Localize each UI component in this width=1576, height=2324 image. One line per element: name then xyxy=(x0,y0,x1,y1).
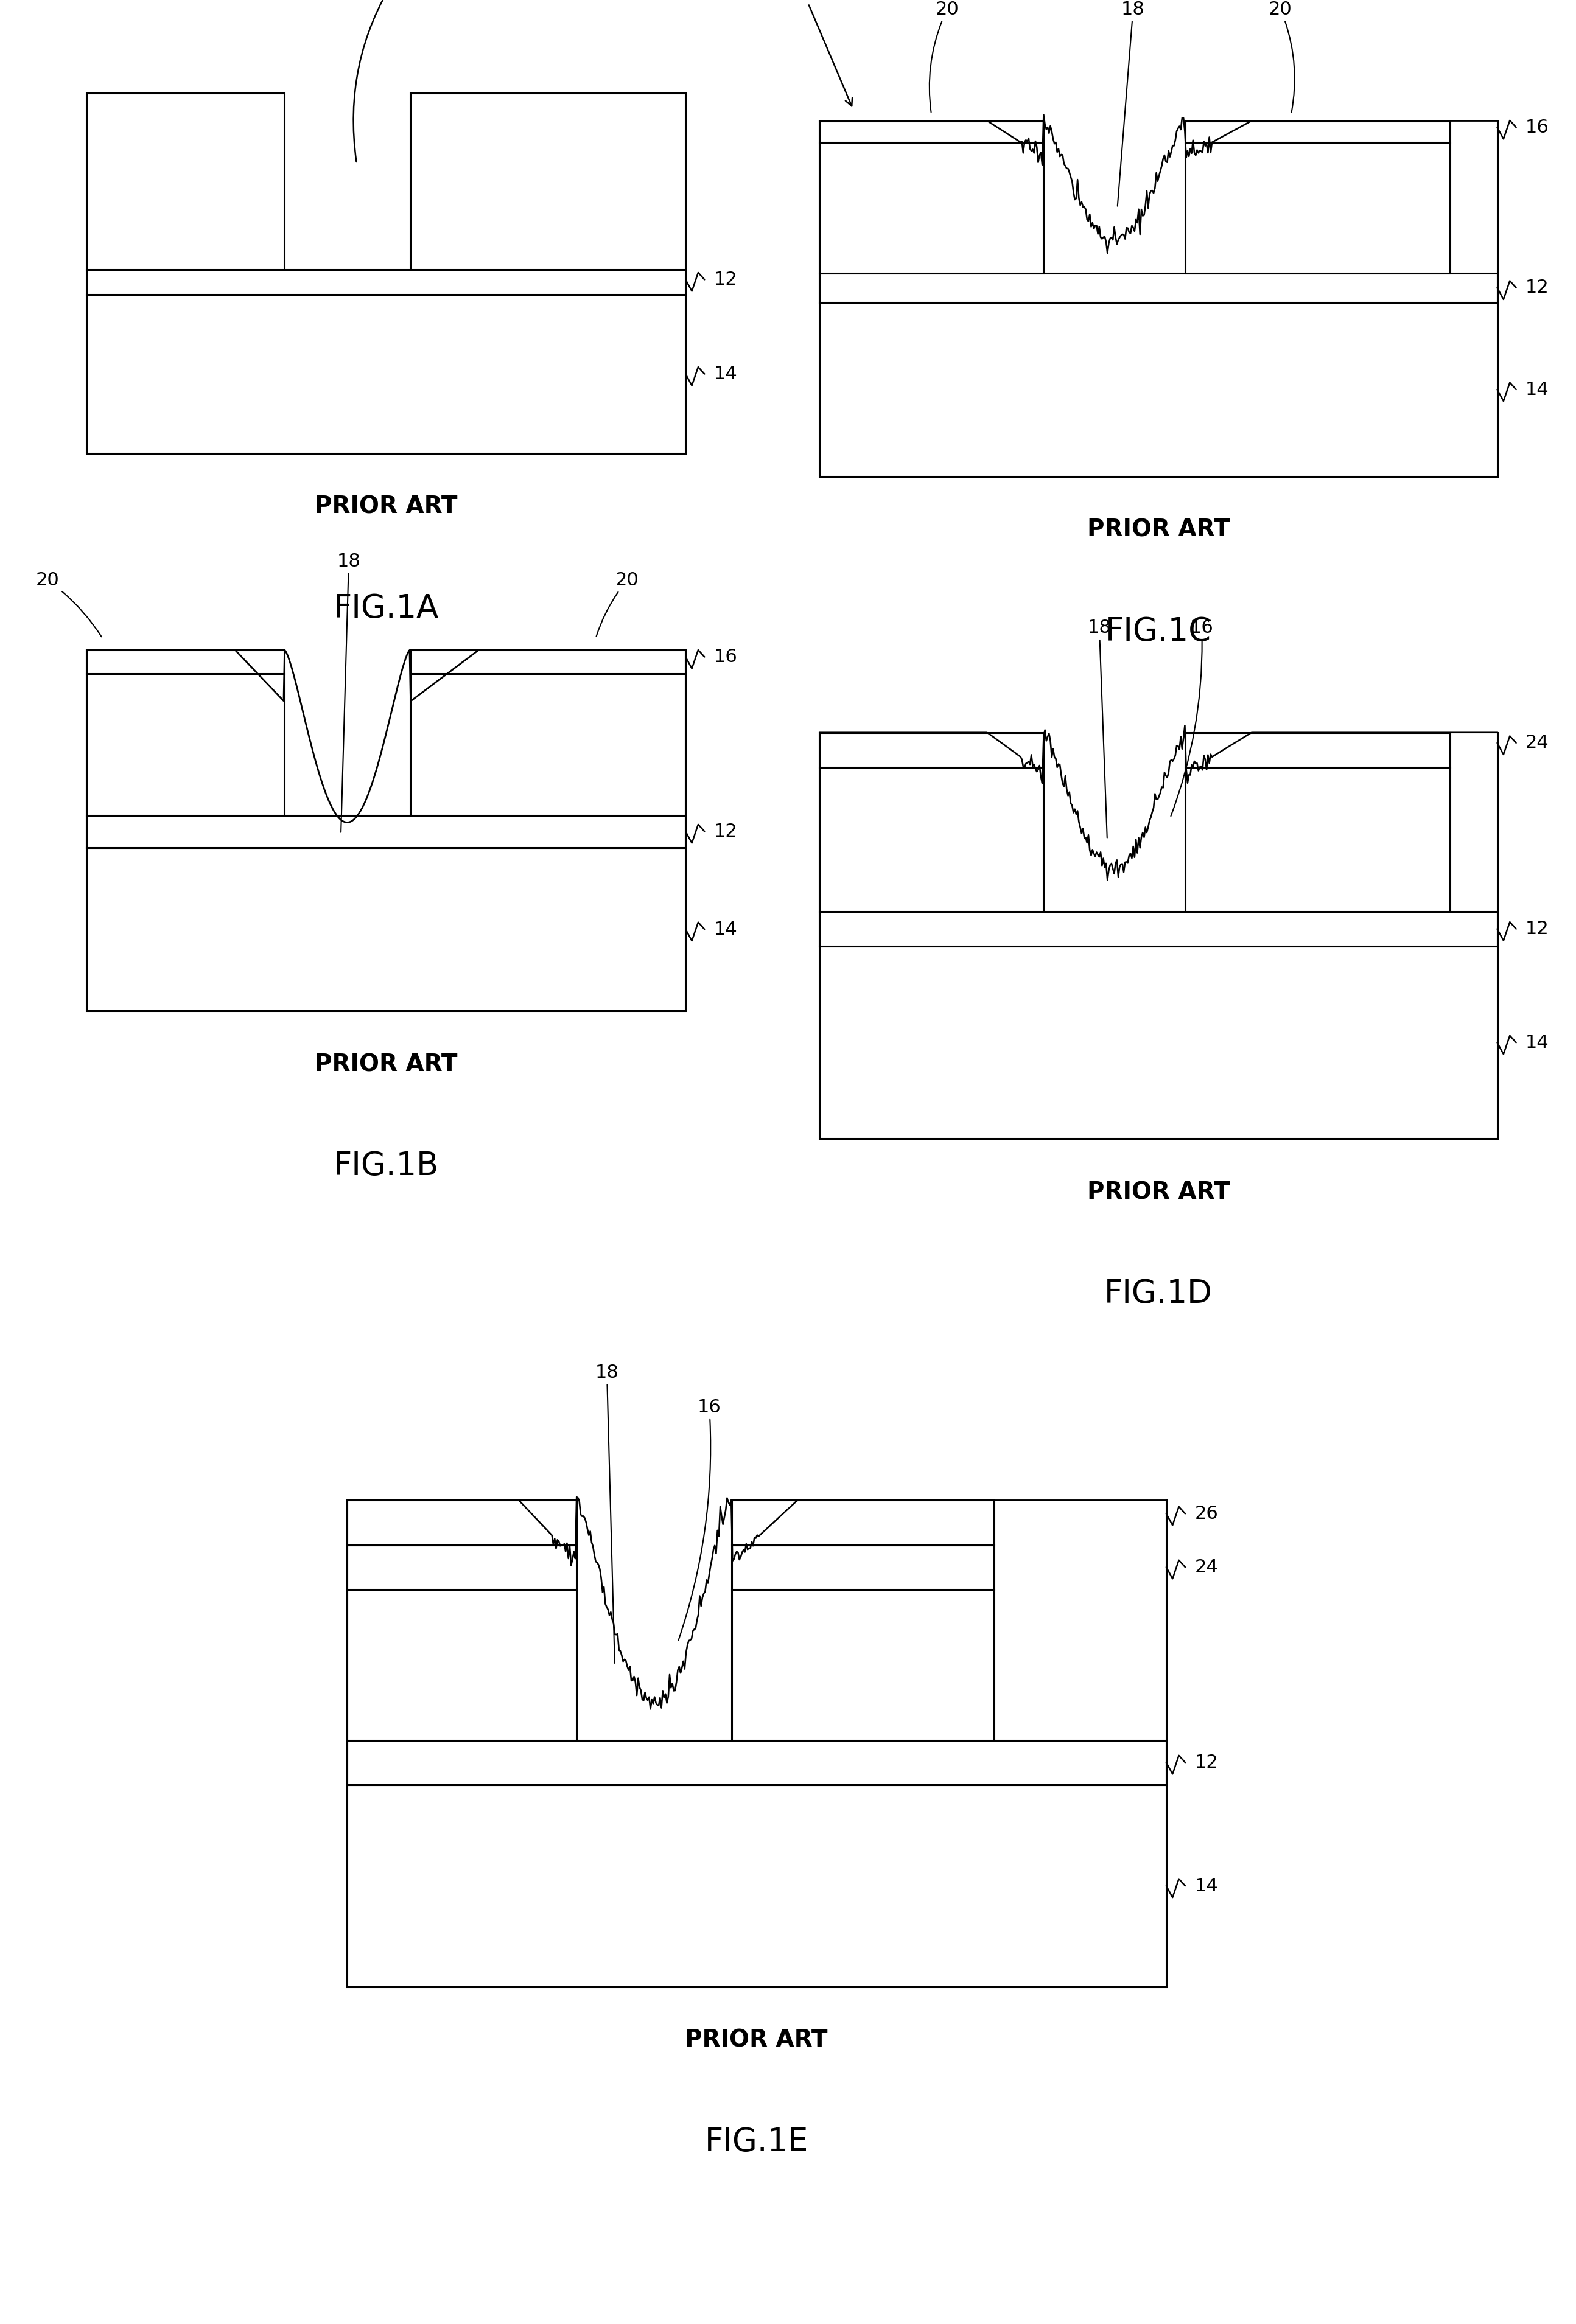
Text: 16: 16 xyxy=(714,648,738,665)
Bar xyxy=(87,674,284,816)
Bar xyxy=(347,1545,577,1590)
Text: 12: 12 xyxy=(1195,1755,1218,1771)
Bar xyxy=(820,911,1497,946)
Text: PRIOR ART: PRIOR ART xyxy=(686,2029,827,2052)
Text: 24: 24 xyxy=(1526,734,1549,751)
Text: 12: 12 xyxy=(714,270,738,288)
Text: 14: 14 xyxy=(714,365,738,383)
Bar xyxy=(731,1590,994,1741)
Bar xyxy=(87,270,686,295)
Bar xyxy=(731,1501,994,1545)
Text: 22: 22 xyxy=(793,0,853,107)
Text: 16: 16 xyxy=(1526,119,1549,137)
Text: FIG.1E: FIG.1E xyxy=(704,2126,808,2159)
Text: FIG.1A: FIG.1A xyxy=(334,593,438,625)
Bar xyxy=(87,93,284,270)
Text: 12: 12 xyxy=(1526,920,1549,939)
Text: 12: 12 xyxy=(714,823,738,841)
Text: 16: 16 xyxy=(678,1399,722,1641)
Bar xyxy=(347,1741,1166,1785)
Text: 20: 20 xyxy=(36,572,101,637)
Text: FIG.1C: FIG.1C xyxy=(1105,616,1212,648)
Bar xyxy=(820,732,1043,767)
Text: 14: 14 xyxy=(1195,1878,1218,1894)
Text: 14: 14 xyxy=(1526,381,1549,397)
Text: 10: 10 xyxy=(353,0,418,163)
Text: PRIOR ART: PRIOR ART xyxy=(1087,1181,1229,1204)
Text: PRIOR ART: PRIOR ART xyxy=(315,1053,457,1076)
Bar xyxy=(1185,142,1450,272)
Bar xyxy=(820,272,1497,302)
Text: FIG.1D: FIG.1D xyxy=(1105,1278,1212,1311)
Bar xyxy=(410,93,686,270)
Bar xyxy=(1185,767,1450,911)
Text: 18: 18 xyxy=(337,553,361,832)
Bar xyxy=(87,295,686,453)
Text: 18: 18 xyxy=(596,1364,619,1664)
Text: 16: 16 xyxy=(1171,618,1214,816)
Text: 14: 14 xyxy=(714,920,738,939)
Bar xyxy=(87,816,686,848)
Bar xyxy=(347,1590,577,1741)
Bar xyxy=(820,302,1497,476)
Bar xyxy=(731,1545,994,1590)
Text: 14: 14 xyxy=(1526,1034,1549,1050)
Text: 18: 18 xyxy=(1117,0,1144,207)
Bar xyxy=(410,651,686,674)
Bar xyxy=(87,848,686,1011)
Bar xyxy=(820,767,1043,911)
Bar xyxy=(1185,121,1450,142)
Text: PRIOR ART: PRIOR ART xyxy=(315,495,457,518)
Text: PRIOR ART: PRIOR ART xyxy=(1087,518,1229,541)
Bar xyxy=(1185,732,1450,767)
Bar xyxy=(820,946,1497,1139)
Bar xyxy=(410,674,686,816)
Text: 20: 20 xyxy=(930,0,958,112)
Text: 12: 12 xyxy=(1526,279,1549,297)
Text: 20: 20 xyxy=(1269,0,1294,112)
Text: 18: 18 xyxy=(1087,618,1111,837)
Bar xyxy=(820,142,1043,272)
Bar xyxy=(820,121,1043,142)
Text: 24: 24 xyxy=(1195,1559,1218,1576)
Bar xyxy=(347,1501,577,1545)
Bar xyxy=(87,651,284,674)
Bar xyxy=(347,1785,1166,1987)
Text: 20: 20 xyxy=(596,572,638,637)
Text: FIG.1B: FIG.1B xyxy=(334,1150,438,1183)
Text: 26: 26 xyxy=(1195,1506,1218,1522)
